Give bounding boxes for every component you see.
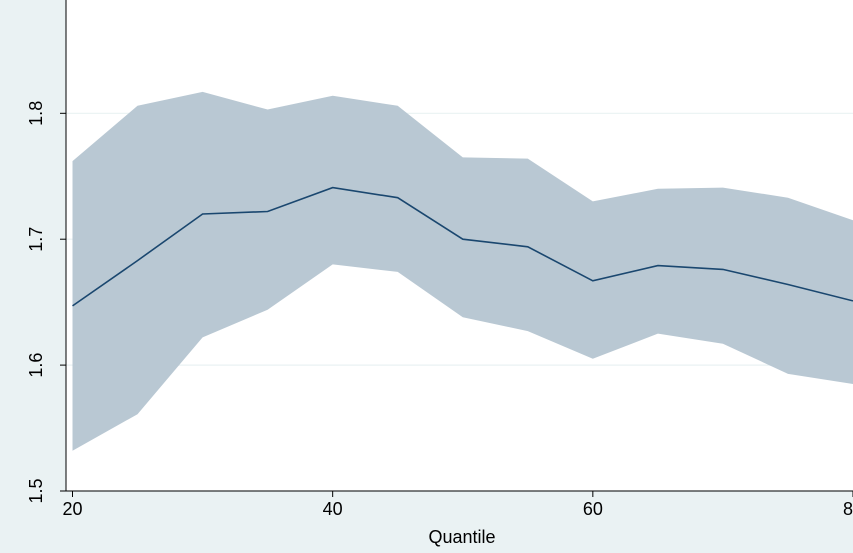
y-tick-label: 1.8 — [26, 101, 46, 126]
x-tick-label: 80 — [843, 499, 853, 519]
x-axis-title: Quantile — [428, 527, 495, 547]
x-tick-label: 40 — [323, 499, 343, 519]
y-tick-label: 1.5 — [26, 478, 46, 503]
y-tick-label: 1.7 — [26, 227, 46, 252]
estimate-line — [72, 186, 853, 307]
x-tick-label: 20 — [62, 499, 82, 519]
confidence-band — [72, 91, 853, 451]
x-axis-ticks: 20 40 60 80 — [62, 491, 853, 519]
x-tick-label: 60 — [583, 499, 603, 519]
y-tick-label: 1.6 — [26, 353, 46, 378]
y-axis-ticks: 1.5 1.6 1.7 1.8 — [26, 101, 66, 504]
